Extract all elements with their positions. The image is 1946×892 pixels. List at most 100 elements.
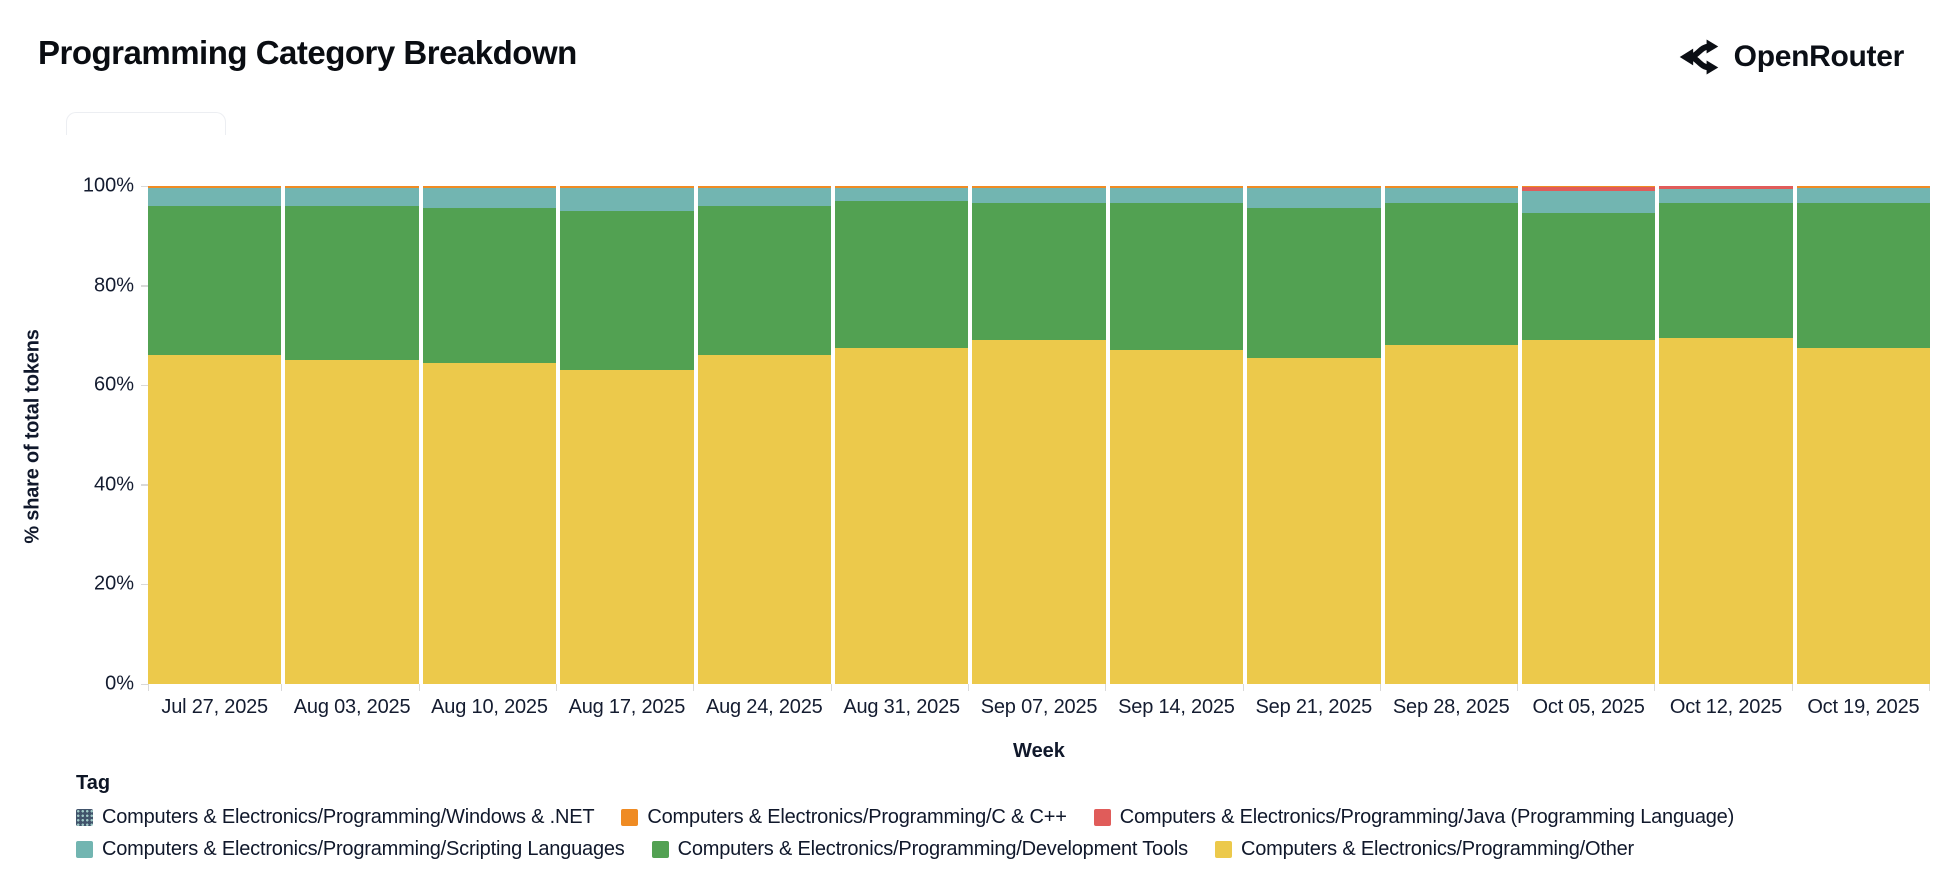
segment-scripting-languages[interactable] — [285, 187, 419, 206]
legend-item-other[interactable]: Computers & Electronics/Programming/Othe… — [1214, 838, 1634, 861]
legend-swatch-other — [1214, 841, 1232, 858]
segment-development-tools[interactable] — [422, 208, 557, 363]
segment-c-cpp[interactable] — [148, 186, 282, 188]
segment-other[interactable] — [1384, 345, 1518, 684]
segment-other[interactable] — [285, 360, 419, 684]
y-axis: 0% 20% 40% 60% 80% 100% — [0, 175, 148, 695]
bar-week-13[interactable] — [1796, 186, 1931, 684]
segment-other[interactable] — [834, 347, 969, 684]
segment-scripting-languages[interactable] — [1109, 187, 1244, 204]
y-tick-mark — [141, 185, 148, 187]
segment-scripting-languages[interactable] — [1521, 191, 1656, 214]
segment-c-cpp[interactable] — [972, 186, 1106, 188]
x-tick-label: Oct 05, 2025 — [1532, 696, 1645, 718]
y-tick-mark — [141, 285, 148, 287]
segment-scripting-languages[interactable] — [148, 187, 282, 206]
segment-scripting-languages[interactable] — [422, 187, 557, 209]
segment-java[interactable] — [1659, 186, 1793, 189]
segment-development-tools[interactable] — [285, 205, 419, 361]
segment-c-cpp[interactable] — [560, 186, 694, 188]
segment-c-cpp[interactable] — [285, 186, 419, 188]
x-tick-label: Aug 10, 2025 — [431, 696, 548, 718]
segment-c-cpp[interactable] — [1796, 186, 1931, 188]
x-tick-mark — [561, 684, 695, 691]
segment-c-cpp[interactable] — [1521, 186, 1656, 187]
segment-c-cpp[interactable] — [1384, 186, 1518, 188]
legend-swatch-windows-dotnet — [76, 809, 93, 826]
legend-item-java[interactable]: Computers & Electronics/Programming/Java… — [1093, 806, 1734, 829]
segment-scripting-languages[interactable] — [697, 187, 831, 206]
x-tick-mark — [1522, 684, 1656, 691]
segment-other[interactable] — [148, 355, 282, 684]
bar-week-2[interactable] — [285, 186, 419, 684]
segment-other[interactable] — [1521, 340, 1656, 684]
segment-c-cpp[interactable] — [1109, 186, 1244, 188]
segment-other[interactable] — [560, 370, 694, 684]
segment-development-tools[interactable] — [697, 205, 831, 356]
legend-label: Computers & Electronics/Programming/C & … — [647, 806, 1067, 828]
bar-week-7[interactable] — [972, 186, 1106, 684]
segment-scripting-languages[interactable] — [972, 187, 1106, 204]
segment-c-cpp[interactable] — [834, 186, 969, 188]
segment-other[interactable] — [1659, 337, 1793, 684]
segment-development-tools[interactable] — [1796, 203, 1931, 348]
x-tick-label: Sep 07, 2025 — [980, 696, 1098, 718]
x-tick-mark — [1385, 684, 1519, 691]
x-ticks — [148, 684, 1931, 691]
segment-other[interactable] — [1109, 350, 1244, 684]
segment-c-cpp[interactable] — [1247, 186, 1381, 188]
segment-development-tools[interactable] — [1109, 203, 1244, 351]
bar-week-5[interactable] — [697, 186, 831, 684]
y-tick-label: 40% — [93, 473, 134, 496]
bar-week-10[interactable] — [1384, 186, 1518, 684]
x-tick-mark — [148, 684, 283, 691]
bar-week-11[interactable] — [1521, 186, 1656, 684]
segment-scripting-languages[interactable] — [1659, 188, 1793, 204]
segment-development-tools[interactable] — [148, 205, 282, 356]
segment-development-tools[interactable] — [1247, 208, 1381, 358]
legend-label: Computers & Electronics/Programming/Deve… — [677, 838, 1189, 860]
segment-development-tools[interactable] — [1659, 203, 1793, 338]
bar-week-3[interactable] — [422, 186, 557, 684]
x-tick-mark — [286, 684, 420, 691]
segment-other[interactable] — [422, 362, 557, 684]
legend-swatch-development-tools — [651, 841, 669, 858]
legend-item-windows-dotnet[interactable]: Computers & Electronics/Programming/Wind… — [76, 806, 595, 829]
segment-scripting-languages[interactable] — [1796, 187, 1931, 204]
segment-other[interactable] — [972, 340, 1106, 684]
legend-item-c-cpp[interactable]: Computers & Electronics/Programming/C & … — [621, 806, 1067, 829]
x-axis-title: Week — [1013, 740, 1065, 762]
page-title: Programming Category Breakdown — [38, 34, 577, 71]
segment-scripting-languages[interactable] — [560, 187, 694, 211]
legend-items: Computers & Electronics/Programming/Wind… — [76, 806, 1886, 861]
segment-development-tools[interactable] — [1384, 203, 1518, 346]
bar-week-9[interactable] — [1247, 186, 1381, 684]
bar-week-8[interactable] — [1109, 186, 1244, 684]
bar-week-4[interactable] — [560, 186, 694, 684]
bar-week-6[interactable] — [834, 186, 969, 684]
segment-development-tools[interactable] — [1521, 213, 1656, 341]
x-tick-label: Sep 14, 2025 — [1118, 696, 1235, 718]
x-tick-label: Jul 27, 2025 — [161, 696, 268, 718]
legend-item-development-tools[interactable]: Computers & Electronics/Programming/Deve… — [651, 838, 1189, 861]
bar-week-1[interactable] — [148, 186, 282, 684]
bar-week-12[interactable] — [1659, 186, 1793, 684]
segment-java[interactable] — [1521, 186, 1656, 192]
y-tick-mark — [141, 484, 148, 486]
segment-development-tools[interactable] — [834, 200, 969, 348]
segment-other[interactable] — [1796, 347, 1931, 684]
segment-scripting-languages[interactable] — [834, 187, 969, 201]
segment-development-tools[interactable] — [560, 210, 694, 371]
segment-scripting-languages[interactable] — [1384, 187, 1518, 204]
y-axis-title: % share of total tokens — [21, 329, 44, 544]
segment-c-cpp[interactable] — [697, 186, 831, 188]
segment-development-tools[interactable] — [972, 203, 1106, 341]
segment-c-cpp[interactable] — [422, 186, 557, 188]
x-tick-labels: Jul 27, 2025 Aug 03, 2025 Aug 10, 2025 Aug … — [148, 696, 1930, 719]
segment-scripting-languages[interactable] — [1247, 187, 1381, 209]
segment-other[interactable] — [1247, 357, 1381, 684]
legend-item-scripting-languages[interactable]: Computers & Electronics/Programming/Scri… — [76, 838, 625, 861]
y-tick-label: 100% — [82, 174, 134, 197]
segment-other[interactable] — [697, 355, 831, 684]
x-tick-label: Sep 21, 2025 — [1255, 696, 1373, 718]
